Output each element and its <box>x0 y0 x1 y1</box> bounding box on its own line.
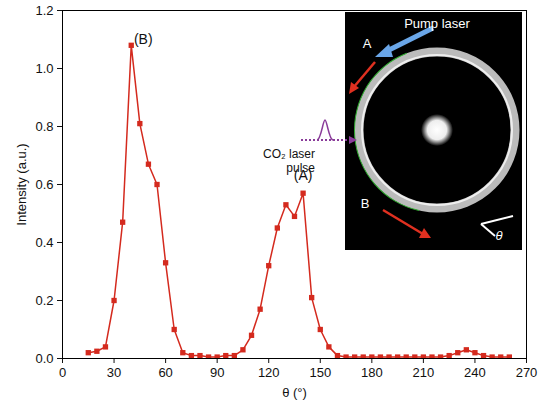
svg-text:90: 90 <box>210 365 224 380</box>
svg-text:0: 0 <box>59 365 66 380</box>
svg-text:θ (°): θ (°) <box>282 385 307 400</box>
svg-text:150: 150 <box>309 365 331 380</box>
svg-text:0.0: 0.0 <box>35 351 53 366</box>
svg-text:0.4: 0.4 <box>35 235 53 250</box>
svg-text:(B): (B) <box>134 31 153 47</box>
svg-text:30: 30 <box>107 365 121 380</box>
svg-text:60: 60 <box>158 365 172 380</box>
svg-text:CO₂ laserpulse: CO₂ laserpulse <box>263 147 315 175</box>
svg-text:Intensity (a.u.): Intensity (a.u.) <box>14 143 29 225</box>
svg-text:270: 270 <box>516 365 538 380</box>
svg-text:1.2: 1.2 <box>35 3 53 18</box>
svg-text:A: A <box>363 36 372 51</box>
svg-text:B: B <box>361 196 370 211</box>
svg-text:Pump laser: Pump laser <box>404 16 470 31</box>
svg-text:(A): (A) <box>293 167 313 184</box>
svg-text:210: 210 <box>413 365 435 380</box>
svg-text:θ: θ <box>495 228 502 243</box>
svg-text:0.2: 0.2 <box>35 293 53 308</box>
svg-text:0.8: 0.8 <box>35 119 53 134</box>
svg-text:1.0: 1.0 <box>35 61 53 76</box>
svg-text:180: 180 <box>361 365 383 380</box>
svg-text:240: 240 <box>464 365 486 380</box>
svg-text:120: 120 <box>258 365 280 380</box>
svg-text:0.6: 0.6 <box>35 177 53 192</box>
